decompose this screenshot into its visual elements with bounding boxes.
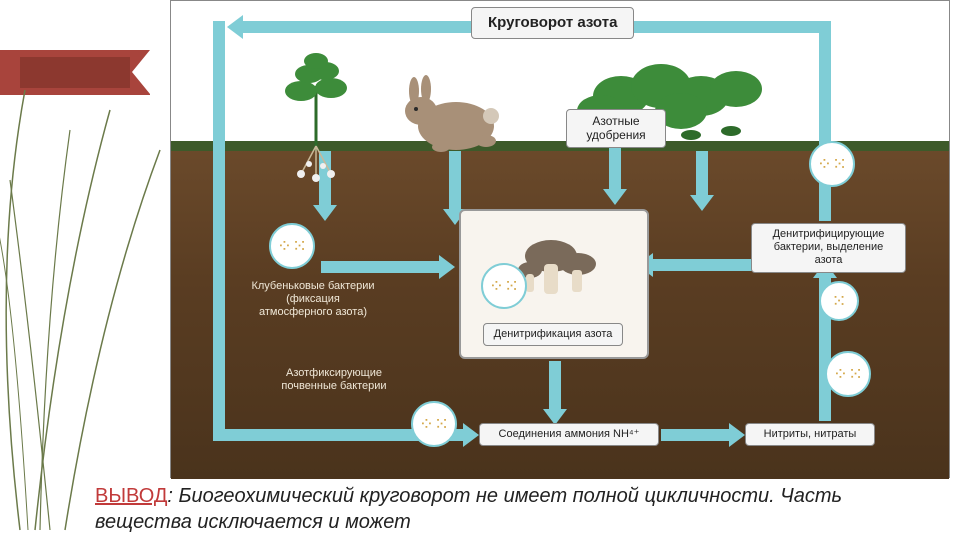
arrow-nodule-right xyxy=(321,261,441,273)
bacteria-spot-3: ⁘⁙ xyxy=(809,141,855,187)
rabbit-illustration xyxy=(386,71,516,161)
slide-decor-ribbon xyxy=(0,50,150,95)
arrow-plant2-down-head xyxy=(690,195,714,211)
mushroom-illustration xyxy=(516,226,606,306)
arrow-ammonia-right xyxy=(661,429,731,441)
arrow-fertilizer-down-head xyxy=(603,189,627,205)
arrow-center-down xyxy=(549,361,561,411)
caption-lead: ВЫВОД xyxy=(95,485,167,507)
slide-caption: ВЫВОД: Биогеохимический круговорот не им… xyxy=(95,483,940,535)
arrow-left-vert xyxy=(213,21,225,441)
caption-text: : Биогеохимический круговорот не имеет п… xyxy=(95,485,842,533)
bacteria-spot-1: ⁘⁙ xyxy=(269,223,315,269)
ammonia-label: Соединения аммония NH⁴⁺ xyxy=(479,423,659,446)
denitrifying-label: Денитрифицирующие бактерии, выделение аз… xyxy=(751,223,906,273)
fertilizer-label: Азотные удобрения xyxy=(566,109,666,148)
diagram-title: Круговорот азота xyxy=(471,7,634,39)
arrow-denit-left xyxy=(651,259,761,271)
soil-fixing-label: Азотфиксирующие почвенные бактерии xyxy=(259,363,409,397)
bacteria-spot-5: ⁘⁙ xyxy=(825,351,871,397)
arrow-bottom-left-head xyxy=(463,423,479,447)
bacteria-spot-2: ⁘⁙ xyxy=(481,263,527,309)
arrow-plant1-down-head xyxy=(313,205,337,221)
bacteria-spot-4: ⁙ xyxy=(819,281,859,321)
nitrites-label: Нитриты, нитраты xyxy=(745,423,875,446)
arrow-right-vert-top xyxy=(819,21,831,221)
bacteria-spot-6: ⁘⁙ xyxy=(411,401,457,447)
nodule-bacteria-label: Клубеньковые бактерии (фиксация атмосфер… xyxy=(243,276,383,324)
arrow-ammonia-right-head xyxy=(729,423,745,447)
plant-with-nodules xyxy=(261,46,381,186)
nitrogen-cycle-diagram: Круговорот азота xyxy=(170,0,950,478)
arrow-nodule-right-head xyxy=(439,255,455,279)
denitrification-label: Денитрификация азота xyxy=(483,323,623,346)
arrow-top-head xyxy=(227,15,243,39)
